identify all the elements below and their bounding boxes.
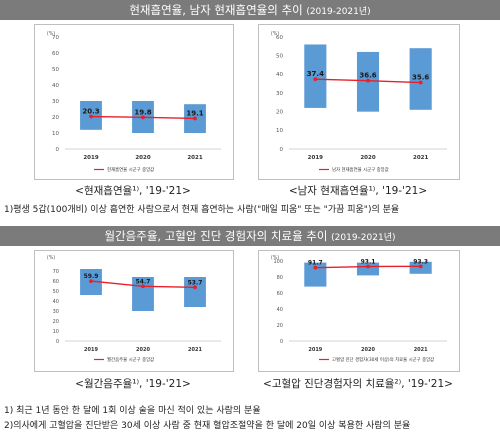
y-tick-label: 60 — [52, 51, 59, 57]
y-axis-unit: (%) — [47, 255, 55, 261]
chart-svg: (%) 0 10 20 30 40 50 60 70 59.9 54.7 53.7 2019 2020 20… — [47, 255, 221, 363]
x-tick-label: 2020 — [135, 155, 150, 161]
range-bar — [304, 44, 327, 108]
x-tick-label: 2021 — [188, 347, 202, 353]
y-tick-label: 60 — [276, 35, 283, 41]
y-tick-label: 40 — [276, 72, 283, 78]
section-banner-smoking: 현재흡연율, 남자 현재흡연율의 추이 (2019-2021년) — [0, 0, 500, 20]
y-axis-unit: (%) — [271, 31, 279, 37]
data-label: 93.3 — [413, 258, 428, 265]
y-tick-label: 40 — [277, 307, 283, 313]
chart-svg: (%) 0 10 20 30 40 50 60 37.4 36.6 35.6 2019 2020 2021… — [271, 31, 447, 173]
x-tick-label: 2019 — [83, 155, 98, 161]
y-tick-label: 10 — [52, 131, 59, 137]
y-tick-label: 0 — [280, 339, 283, 345]
median-point — [418, 80, 423, 85]
y-tick-label: 70 — [52, 35, 59, 41]
legend-label: 남자 현재흡연율 시군구 중앙값 — [332, 166, 389, 173]
x-tick-label: 2021 — [413, 155, 428, 161]
y-tick-label: 0 — [56, 339, 59, 345]
section-years: (2019-2021년) — [331, 233, 396, 243]
median-point — [141, 115, 145, 120]
chart-svg: (%) 0 10 20 30 40 50 60 70 20.3 19.8 19.1 2019 2020 20… — [47, 31, 221, 173]
y-tick-label: 0 — [56, 147, 60, 153]
y-tick-label: 20 — [52, 115, 59, 121]
y-tick-label: 60 — [53, 279, 59, 285]
y-tick-label: 30 — [276, 91, 283, 97]
data-label: 19.1 — [186, 109, 203, 117]
x-tick-label: 2021 — [187, 155, 202, 161]
y-tick-label: 20 — [53, 319, 59, 325]
caption-male-smoking: <남자 현재흡연율¹⁾, '19-'21> — [288, 185, 428, 197]
chart-panel-smoking: (%) 0 10 20 30 40 50 60 70 20.3 19.8 19.1 2019 2020 20… — [34, 24, 234, 180]
median-point — [313, 265, 318, 270]
y-tick-label: 80 — [277, 275, 283, 281]
x-tick-label: 2019 — [308, 347, 322, 353]
range-bar — [304, 262, 327, 287]
y-tick-label: 40 — [53, 299, 59, 305]
data-label: 19.8 — [134, 108, 151, 116]
footnote-smoking: 1)평생 5갑(100개비) 이상 흡연한 사람으로서 현재 흡연하는 사람("… — [4, 205, 400, 215]
section-banner-drinking: 월간음주율, 고혈압 진단 경험자의 치료율 추이 (2019-2021년) — [0, 226, 500, 246]
section-years: (2019-2021년) — [306, 7, 371, 17]
median-point — [193, 116, 197, 121]
x-tick-label: 2020 — [136, 347, 150, 353]
median-point — [418, 264, 423, 269]
section-title: 월간음주율, 고혈압 진단 경험자의 치료율 추이 — [104, 229, 328, 243]
data-label: 59.9 — [84, 273, 99, 280]
y-tick-label: 0 — [280, 147, 284, 153]
footnote-hypertension: 2)의사에게 고혈압을 진단받은 30세 이상 사람 중 현재 혈압조절약을 한… — [4, 421, 411, 431]
y-axis-unit: (%) — [271, 255, 279, 261]
median-point — [89, 114, 93, 119]
chart-panel-drinking: (%) 0 10 20 30 40 50 60 70 59.9 54.7 53.7 2019 2020 20… — [34, 250, 234, 372]
range-bar — [409, 48, 432, 110]
chart-svg: (%) 0 20 40 60 80 100 91.7 93.1 93.3 2019 2020 2021 고… — [271, 255, 447, 363]
data-label: 37.4 — [307, 70, 324, 78]
y-axis-unit: (%) — [47, 31, 55, 37]
y-tick-label: 10 — [53, 329, 59, 335]
chart-panel-hypertension: (%) 0 20 40 60 80 100 91.7 93.1 93.3 2019 2020 2021 고… — [258, 250, 460, 372]
y-tick-label: 70 — [53, 269, 59, 275]
data-label: 20.3 — [82, 108, 99, 116]
y-tick-label: 100 — [273, 259, 283, 265]
data-label: 36.6 — [359, 72, 376, 80]
caption-drinking: <월간음주율¹⁾, '19-'21> — [75, 378, 191, 390]
y-tick-label: 10 — [276, 128, 283, 134]
x-tick-label: 2021 — [414, 347, 428, 353]
section-title: 현재흡연율, 남자 현재흡연율의 추이 — [129, 3, 303, 17]
y-tick-label: 30 — [52, 99, 59, 105]
y-tick-label: 20 — [277, 323, 283, 329]
y-tick-label: 40 — [52, 83, 59, 89]
median-point — [193, 285, 197, 290]
data-label: 35.6 — [412, 74, 429, 82]
legend-label: 현재흡연율 시군구 중앙값 — [107, 166, 154, 173]
x-tick-label: 2019 — [308, 155, 323, 161]
median-point — [89, 279, 93, 283]
median-point — [313, 77, 318, 82]
median-point — [366, 78, 370, 83]
y-tick-label: 50 — [52, 67, 59, 73]
x-tick-label: 2020 — [360, 155, 375, 161]
chart-panel-male-smoking: (%) 0 10 20 30 40 50 60 37.4 36.6 35.6 2019 2020 2021… — [258, 24, 460, 180]
x-tick-label: 2020 — [361, 347, 375, 353]
y-tick-label: 20 — [276, 109, 283, 115]
data-label: 53.7 — [188, 279, 203, 286]
legend-label: 월간음주율 시군구 중앙값 — [107, 356, 154, 363]
data-label: 91.7 — [308, 260, 323, 267]
y-tick-label: 50 — [276, 53, 283, 59]
caption-hypertension: <고혈압 진단경험자의 치료율²⁾, '19-'21> — [263, 378, 453, 390]
median-point — [366, 264, 370, 269]
y-tick-label: 60 — [277, 291, 283, 297]
range-bar — [184, 277, 206, 307]
x-tick-label: 2019 — [84, 347, 98, 353]
data-label: 54.7 — [136, 278, 151, 285]
median-point — [141, 284, 145, 289]
range-bar — [356, 262, 380, 276]
legend-label: 고혈압 진단 경험자(30세 이상)의 치료율 시군구 중앙값 — [332, 356, 434, 363]
y-tick-label: 30 — [53, 309, 59, 315]
y-tick-label: 50 — [53, 289, 59, 295]
data-label: 93.1 — [361, 259, 376, 266]
footnote-drinking: 1) 최근 1년 동안 한 달에 1회 이상 술을 마신 적이 있는 사람의 분… — [4, 406, 261, 416]
caption-smoking: <현재흡연율¹⁾, '19-'21> — [75, 185, 191, 197]
